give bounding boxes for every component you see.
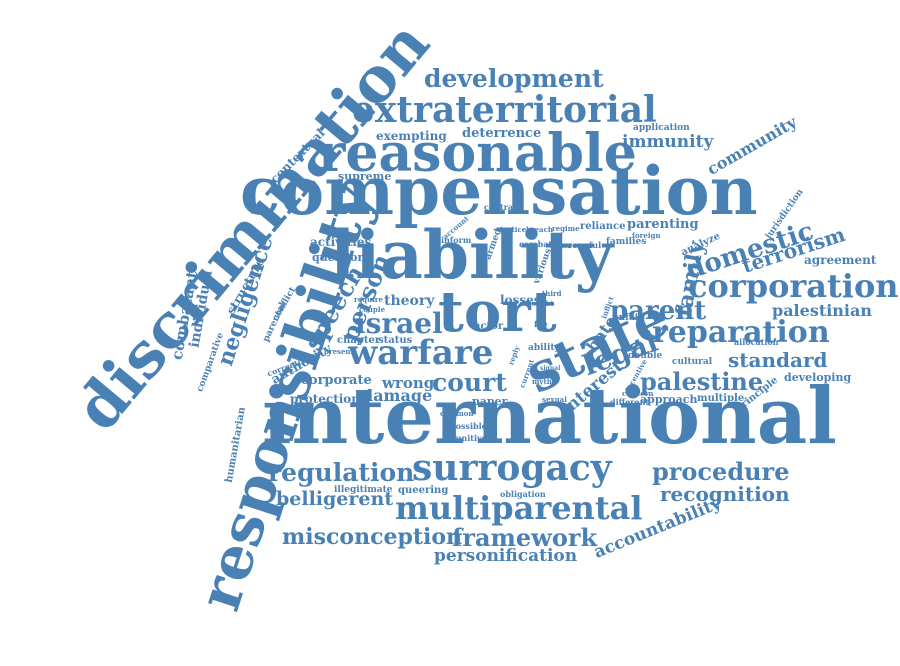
word: illegitimate (334, 485, 393, 495)
word: inform (441, 235, 472, 245)
word: liability (330, 216, 614, 294)
word: personification (434, 546, 578, 566)
word: development (424, 64, 604, 93)
word: couple (359, 305, 386, 314)
word: common (440, 409, 474, 418)
word: allocation (734, 337, 779, 347)
word: question (312, 251, 366, 264)
word: reliance (580, 221, 626, 232)
word: justice (500, 225, 527, 234)
word: actor (474, 321, 504, 332)
word: combat (519, 239, 553, 249)
word: require (354, 295, 383, 304)
word: immunity (622, 132, 714, 152)
word: possible (450, 421, 487, 431)
word: sexual (542, 395, 567, 404)
word: protection (290, 392, 361, 406)
word: corporation (688, 267, 899, 305)
word: warfare (348, 333, 494, 373)
word: deterrence (462, 126, 542, 141)
word: punitive (450, 433, 487, 443)
word: concern (622, 389, 654, 398)
word: regime (552, 224, 580, 233)
word: israel (355, 307, 443, 340)
word: belligerent (276, 488, 394, 510)
word: supreme (338, 170, 392, 183)
word: developing (784, 371, 852, 384)
word: parent (610, 296, 707, 326)
word: activities (310, 235, 372, 249)
word: exempting (376, 129, 447, 143)
word: third (542, 289, 562, 298)
word: ability (528, 343, 560, 353)
word: regulation (268, 458, 415, 487)
word: extraterritorial (352, 89, 657, 131)
word: multiple (697, 393, 745, 404)
word: signal (540, 365, 561, 372)
word: reparation (652, 315, 830, 350)
word: procedure (652, 457, 790, 486)
word: wrongful (561, 240, 602, 250)
word: tort (438, 279, 557, 345)
word: corporate (301, 373, 372, 388)
word: unfair (612, 313, 643, 323)
word: cultural (672, 357, 713, 367)
word: obligation (500, 489, 546, 499)
word: compensation (240, 152, 758, 230)
word: status (378, 335, 413, 346)
word: theory (384, 293, 435, 309)
word: families (606, 237, 647, 247)
word: chapter (337, 335, 381, 346)
word: present (324, 347, 354, 356)
word: recognition (660, 482, 790, 506)
word: misconception (282, 524, 463, 550)
word: court (432, 368, 507, 397)
word: paper (472, 395, 508, 408)
word: foreign (632, 231, 661, 240)
word: double (628, 351, 663, 361)
word: agreement (804, 253, 877, 267)
word: queering (398, 485, 449, 496)
word: lgbt (538, 299, 554, 308)
word: fee (534, 319, 548, 329)
word: palestinian (772, 301, 872, 320)
word: losses (500, 293, 541, 307)
word: approach (640, 393, 698, 406)
word: myth (532, 377, 552, 386)
word: international (262, 371, 837, 462)
word: standard (728, 348, 828, 372)
word: damage (362, 386, 433, 405)
word: palestine (640, 367, 764, 396)
word: surrogacy (412, 447, 612, 489)
word: reasonable (318, 123, 637, 184)
word: reply (506, 344, 522, 367)
word: multiparental (395, 489, 643, 527)
word: parenting (627, 217, 699, 232)
word: different (610, 397, 650, 407)
word: contract (484, 202, 522, 212)
word: wrong (382, 374, 435, 392)
word: framework (452, 523, 598, 552)
word: breach (526, 225, 553, 234)
word: application (633, 123, 690, 133)
